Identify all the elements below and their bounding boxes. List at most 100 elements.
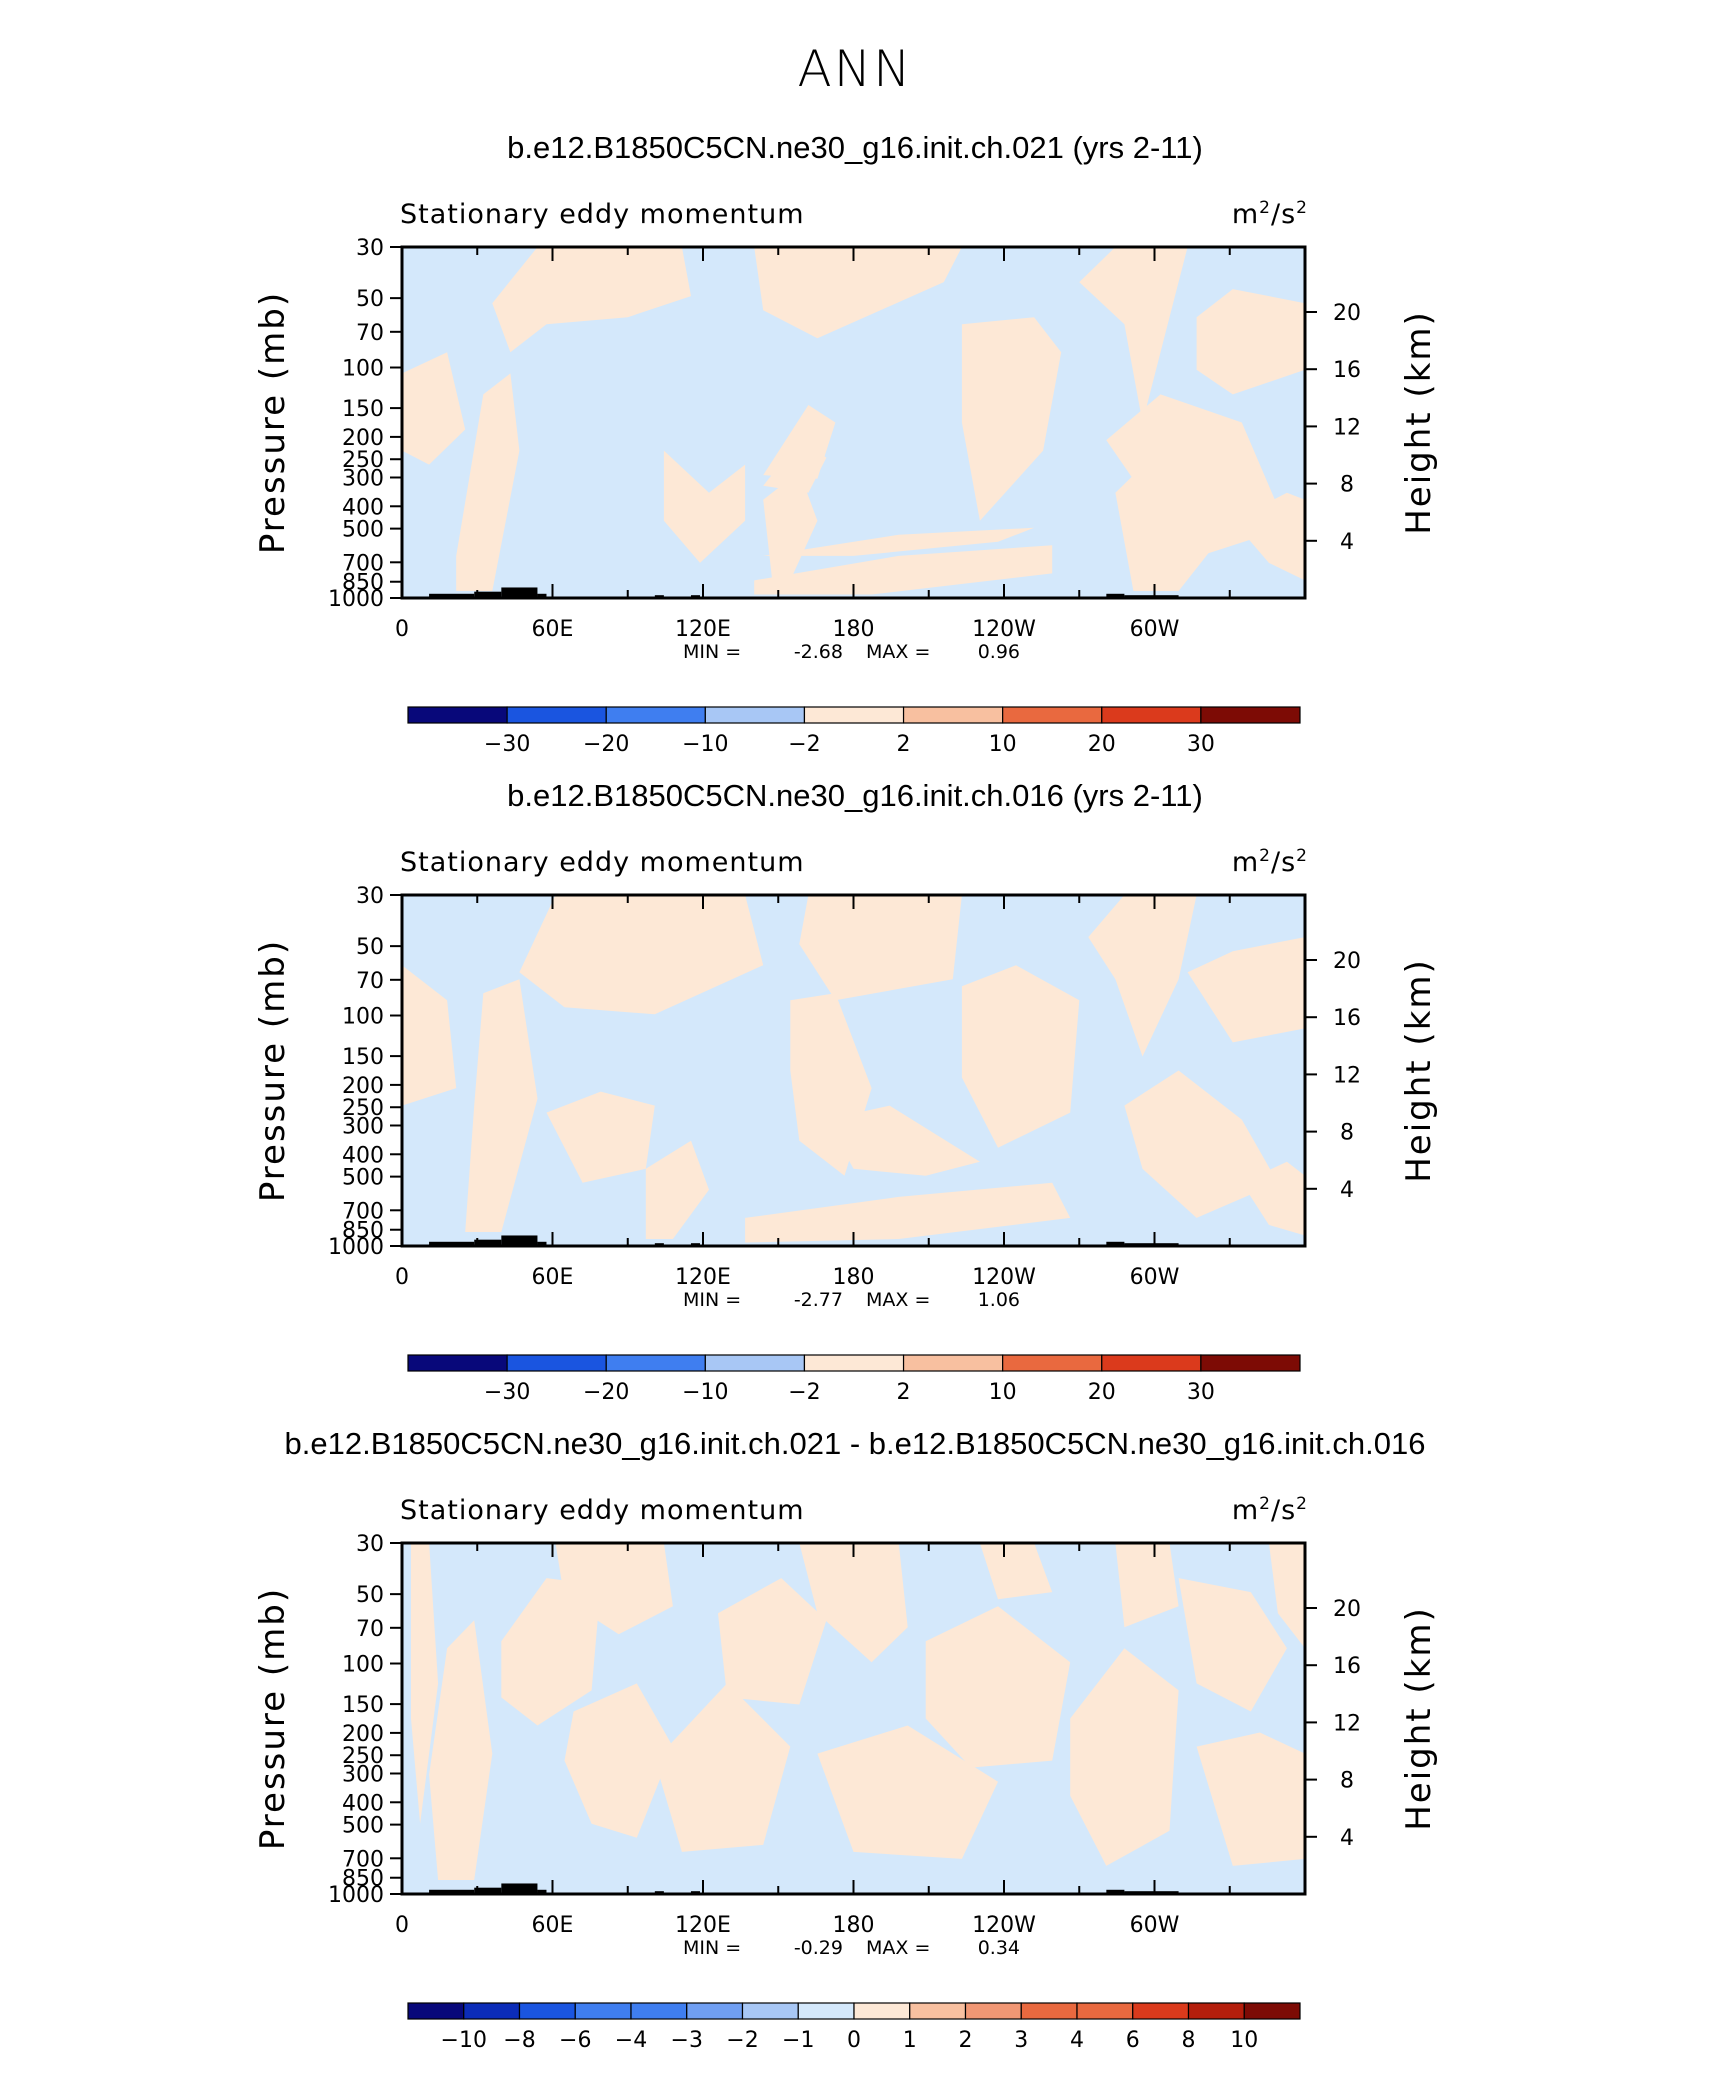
x-tick-label: 120W xyxy=(972,1913,1036,1938)
y-axis-title: Pressure (mb) xyxy=(253,1587,293,1850)
y2-tick-label: 20 xyxy=(1333,949,1361,974)
colorbar-label: 3 xyxy=(1014,2028,1028,2053)
y2-tick-label: 20 xyxy=(1333,301,1361,326)
colorbar-box xyxy=(407,706,508,724)
colorbar-label: 20 xyxy=(1088,1380,1116,1405)
y-tick-label: 850 xyxy=(342,571,384,596)
min-label: MIN = xyxy=(683,1289,741,1311)
min-label: MIN = xyxy=(683,641,741,663)
colorbar-box xyxy=(1002,1354,1103,1372)
positive-contour-region xyxy=(763,471,818,581)
colorbar-box xyxy=(803,706,905,724)
colorbar-box xyxy=(1132,2002,1190,2020)
colorbar-box xyxy=(964,2002,1022,2020)
colorbar-label: 20 xyxy=(1088,732,1116,757)
y-tick-label: 30 xyxy=(356,236,384,261)
colorbar-box xyxy=(407,2002,465,2020)
y-tick-label: 30 xyxy=(356,1532,384,1557)
positive-contour-region xyxy=(763,527,1035,556)
colorbar-label: 10 xyxy=(989,1380,1017,1405)
colorbar-label: −10 xyxy=(682,1380,728,1405)
contour-regions xyxy=(402,895,1305,1246)
colorbar-box xyxy=(506,706,607,724)
positive-contour-region xyxy=(402,352,466,465)
positive-contour-region xyxy=(754,247,962,339)
colorbar-box xyxy=(797,2002,855,2020)
topography-mask xyxy=(474,1239,502,1246)
colorbar-label: −1 xyxy=(782,2028,814,2053)
colorbar-label: 30 xyxy=(1187,1380,1215,1405)
topography-mask xyxy=(501,1235,538,1246)
x-tick-label: 120E xyxy=(675,1913,731,1938)
y-tick-label: 100 xyxy=(342,1653,384,1678)
panel-1-title: b.e12.B1850C5CN.ne30_g16.init.ch.021 (yr… xyxy=(507,130,1203,165)
positive-contour-region xyxy=(961,965,1080,1148)
colorbar-label: −30 xyxy=(484,732,530,757)
colorbar-label: −6 xyxy=(559,2028,591,2053)
positive-contour-region xyxy=(1268,1543,1305,1649)
y-axis-title: Pressure (mb) xyxy=(253,291,293,554)
max-label: MAX = xyxy=(866,1937,930,1959)
positive-contour-region xyxy=(411,1543,439,1824)
min-value: -2.68 xyxy=(794,641,843,663)
min-value: -2.77 xyxy=(794,1289,843,1311)
max-value: 0.34 xyxy=(978,1937,1020,1959)
y-tick-label: 30 xyxy=(356,884,384,909)
colorbar-box xyxy=(909,2002,967,2020)
positive-contour-region xyxy=(645,1140,709,1239)
y-tick-label: 400 xyxy=(342,1791,384,1816)
colorbar-label: 8 xyxy=(1182,2028,1196,2053)
positive-contour-region xyxy=(465,979,538,1232)
max-value: 1.06 xyxy=(978,1289,1020,1311)
positive-contour-region xyxy=(555,1543,673,1635)
positive-contour-region xyxy=(961,317,1062,521)
y-tick-label: 70 xyxy=(356,1617,384,1642)
colorbar-label: 0 xyxy=(847,2028,861,2053)
y-tick-label: 250 xyxy=(342,448,384,473)
topography-mask xyxy=(501,1883,538,1894)
colorbar-label: 30 xyxy=(1187,732,1215,757)
colorbar-box xyxy=(1020,2002,1078,2020)
colorbar-box xyxy=(630,2002,688,2020)
topography-mask xyxy=(429,1241,475,1246)
positive-contour-region xyxy=(1115,440,1215,591)
positive-contour-region xyxy=(718,1578,827,1705)
colorbar-label: −4 xyxy=(615,2028,647,2053)
topography-mask xyxy=(474,1887,502,1894)
y-tick-label: 300 xyxy=(342,1762,384,1787)
positive-contour-region xyxy=(799,1543,908,1663)
y2-axis-title: Height (km) xyxy=(1399,310,1439,535)
y-tick-label: 700 xyxy=(342,1847,384,1872)
y-tick-label: 150 xyxy=(342,1045,384,1070)
colorbar-box xyxy=(704,1354,806,1372)
panel-2-title: b.e12.B1850C5CN.ne30_g16.init.ch.016 (yr… xyxy=(507,778,1203,813)
panel-3-title: b.e12.B1850C5CN.ne30_g16.init.ch.021 - b… xyxy=(284,1426,1426,1461)
colorbar-box xyxy=(853,2002,911,2020)
positive-contour-region xyxy=(1088,895,1197,1057)
y2-tick-label: 8 xyxy=(1340,473,1354,498)
y2-tick-label: 4 xyxy=(1340,530,1354,555)
positive-contour-region xyxy=(1232,492,1305,581)
topography-mask xyxy=(1106,1889,1125,1894)
y-tick-label: 300 xyxy=(342,1114,384,1139)
colorbar-box xyxy=(574,2002,632,2020)
x-tick-label: 0 xyxy=(395,1913,409,1938)
y-tick-label: 1000 xyxy=(328,587,384,612)
y-tick-label: 1000 xyxy=(328,1883,384,1908)
colorbar-label: −10 xyxy=(441,2028,487,2053)
positive-contour-region xyxy=(564,1683,673,1838)
colorbar-box xyxy=(1101,706,1202,724)
topography-mask xyxy=(537,1241,547,1246)
y-tick-label: 1000 xyxy=(328,1235,384,1260)
colorbar-box xyxy=(518,2002,576,2020)
topography-mask xyxy=(1106,1241,1125,1246)
colorbar-box xyxy=(1076,2002,1134,2020)
colorbar-label: 6 xyxy=(1126,2028,1140,2053)
y2-tick-label: 16 xyxy=(1333,1654,1361,1679)
colorbar-box xyxy=(902,1354,1004,1372)
colorbar-label: −20 xyxy=(583,1380,629,1405)
y-tick-label: 150 xyxy=(342,1693,384,1718)
y2-tick-label: 16 xyxy=(1333,358,1361,383)
topography-mask xyxy=(429,593,475,598)
colorbar-box xyxy=(1002,706,1103,724)
